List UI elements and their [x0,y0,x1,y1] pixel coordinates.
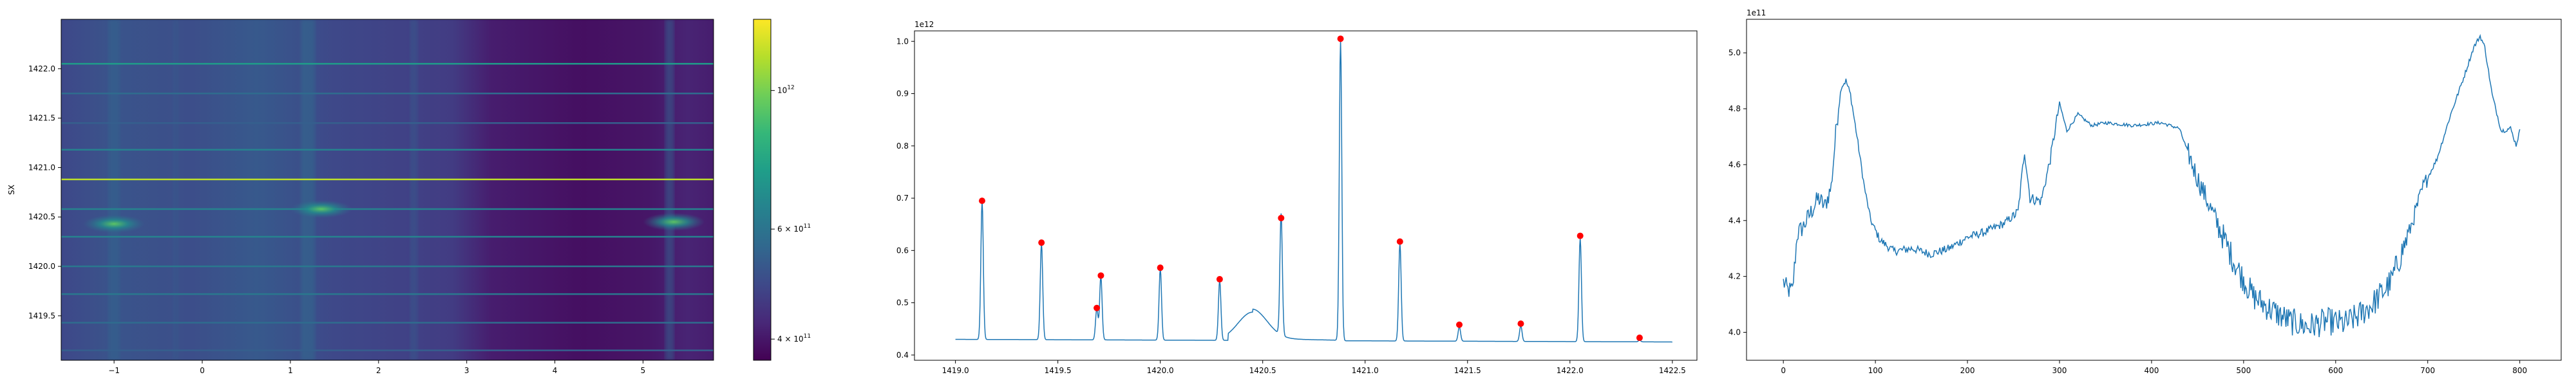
peaks-y-tick-label: 1.0 [896,37,909,46]
peak-marker-11 [1577,232,1584,239]
heatmap-hotspot-1 [290,199,352,218]
colorbar-frame [753,19,772,361]
heatmap-y-tick-label: 1419.5 [28,311,55,320]
peaks-frame [914,30,1698,361]
profile-x-tick-label: 600 [2328,366,2343,375]
peak-marker-8 [1396,238,1403,245]
colorbar-gradient-bar [753,19,771,360]
profile-offset-text: 1e11 [1747,8,1766,17]
heatmap-streak-4 [665,19,674,360]
heatmap-y-tick-label: 1422.0 [28,64,55,73]
profile-x-tick-label: 100 [1868,366,1883,375]
profile-x-tick-label: 700 [2420,366,2435,375]
colorbar: 1012 6 × 1011 4 × 1011 [753,19,811,361]
colorbar-tick-label: 1012 [777,85,795,95]
heatmap-x-axis: −1 0 1 2 3 4 5 [108,360,645,375]
peaks-y-tick-label: 0.9 [896,89,909,98]
peaks-y-axis: 0.4 0.5 0.6 0.7 0.8 0.9 1.0 [896,37,914,360]
peaks-y-tick-label: 0.4 [896,351,909,360]
peaks-y-tick-label: 0.8 [896,142,909,151]
heatmap-x-tick-label: 1 [288,366,293,375]
heatmap-x-tick-label: 2 [376,366,381,375]
peaks-y-tick-label: 0.6 [896,246,909,255]
heatmap-y-tick-label: 1420.0 [28,262,55,271]
peak-marker-5 [1216,276,1223,283]
peak-marker-1 [1038,239,1045,246]
peak-marker-12 [1636,335,1643,342]
peak-marker-7 [1337,35,1344,42]
heatmap-streak-2 [301,19,316,360]
colorbar-tick-label: 6 × 1011 [777,223,811,234]
peaks-panel: 1419.0 1419.5 1420.0 1420.5 1421.0 1421.5 1422… [896,20,1698,375]
peak-marker-10 [1517,320,1524,327]
profile-y-tick-label: 4.8 [1728,104,1741,113]
heatmap-hotspots [83,199,705,233]
profile-x-axis: 0 100 200 300 400 500 600 700 800 [1781,360,2527,375]
heatmap-y-label: SX [7,185,16,195]
profile-panel: 0 100 200 300 400 500 600 700 800 4.04.24.44.64.… [1728,8,2562,375]
peak-marker-3 [1097,272,1104,279]
peaks-y-tick-label: 0.5 [896,299,909,308]
profile-x-tick-label: 200 [1960,366,1975,375]
peak-marker-0 [978,198,985,205]
heatmap-vertical-streaks [108,19,674,360]
heatmap-panel: −1 0 1 2 3 4 5 1419.51420.01420.51421.01421.51… [7,19,714,375]
peaks-x-tick-label: 1422.0 [1557,366,1584,375]
heatmap-hotspot-0 [83,215,146,233]
heatmap-y-tick-label: 1421.5 [28,114,55,123]
profile-x-tick-label: 500 [2236,366,2251,375]
profile-y-tick-label: 4.4 [1728,216,1741,225]
heatmap-streak-0 [108,19,120,360]
profile-y-axis: 4.0 4.2 4.4 4.6 4.8 5.0 [1728,48,1747,337]
peak-markers [978,35,1643,342]
peaks-y-tick-label: 0.7 [896,194,909,203]
peak-marker-2 [1094,304,1101,311]
peaks-x-tick-label: 1419.0 [942,366,969,375]
heatmap-horizontal-lines [61,62,714,351]
peaks-x-tick-label: 1420.0 [1147,366,1174,375]
peaks-x-tick-label: 1421.5 [1454,366,1481,375]
profile-x-tick-label: 300 [2052,366,2067,375]
heatmap-y-tick-label: 1420.5 [28,212,55,221]
heatmap-streak-1 [172,19,179,360]
peaks-x-tick-label: 1420.5 [1249,366,1276,375]
profile-x-tick-label: 800 [2512,366,2527,375]
heatmap-x-tick-label: 5 [641,366,646,375]
profile-y-tick-label: 4.2 [1728,272,1741,281]
profile-y-tick-label: 4.0 [1728,328,1741,337]
heatmap-y-tick-label: 1421.0 [28,163,55,172]
heatmap-hotspot-2 [643,212,705,231]
peak-marker-9 [1456,321,1463,328]
heatmap-streak-3 [410,19,418,360]
profile-frame [1746,19,2562,361]
profile-x-tick-label: 0 [1781,366,1786,375]
heatmap-x-tick-label: 0 [200,366,205,375]
profile-series-line [1783,33,2521,338]
peaks-x-axis: 1419.0 1419.5 1420.0 1420.5 1421.0 1421.5 1422… [942,360,1686,375]
heatmap-x-tick-label: 3 [464,366,469,375]
peaks-offset-text: 1e12 [914,20,934,29]
peaks-x-tick-label: 1422.5 [1659,366,1686,375]
heatmap-x-tick-label: 4 [553,366,558,375]
heatmap-x-tick-label: −1 [108,366,120,375]
profile-y-tick-label: 5.0 [1728,48,1741,57]
peaks-series-line [955,39,1672,343]
heatmap-frame [61,19,714,361]
peak-marker-4 [1157,264,1164,271]
heatmap-background [61,19,714,360]
colorbar-ticks: 1012 6 × 1011 4 × 1011 [771,85,811,344]
peaks-x-tick-label: 1419.5 [1045,366,1072,375]
profile-x-tick-label: 400 [2144,366,2159,375]
colorbar-tick-label: 4 × 1011 [777,333,811,344]
peaks-x-tick-label: 1421.0 [1352,366,1379,375]
heatmap-y-axis: 1419.5 1420.0 1420.5 1421.0 1421.5 1422.0 [28,64,61,320]
profile-y-tick-label: 4.6 [1728,160,1741,169]
peak-marker-6 [1278,214,1285,221]
